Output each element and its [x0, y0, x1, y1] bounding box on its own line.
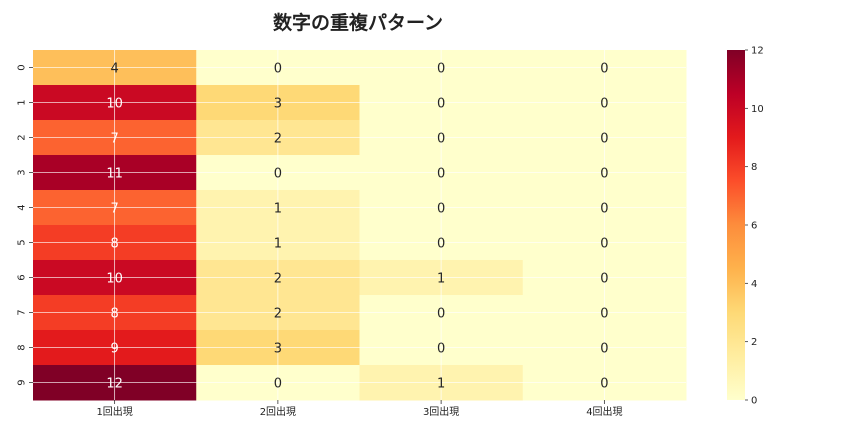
x-tick-label: 1回出現: [96, 405, 132, 418]
y-tick-label: 7: [17, 309, 28, 315]
colorbar-tick-label: 12: [751, 46, 764, 57]
grid-lines: [33, 50, 686, 400]
cell-value-label: 0: [437, 307, 445, 322]
cell-value-label: 1: [437, 377, 445, 392]
cell-value-label: 0: [600, 202, 608, 217]
y-tick-label: 3: [17, 169, 28, 175]
colorbar-tick-label: 8: [751, 162, 757, 173]
colorbar: 0 2 4 6 8 10 12: [727, 46, 764, 407]
y-tick-label: 4: [17, 204, 28, 210]
cell-value-label: 0: [274, 377, 282, 392]
colorbar-tick-label: 6: [751, 221, 757, 232]
cell-value-label: 1: [274, 237, 282, 252]
cell-value-label: 10: [106, 272, 123, 287]
colorbar-tick-label: 2: [751, 337, 757, 348]
cell-value-label: 0: [600, 377, 608, 392]
cell-value-label: 0: [274, 167, 282, 182]
cell-value-label: 0: [274, 62, 282, 77]
cell-value-label: 7: [110, 132, 118, 147]
y-tick-label: 0: [17, 64, 28, 70]
cell-value-label: 1: [437, 272, 445, 287]
cell-value-label: 10: [106, 97, 123, 112]
x-tick-label: 2回出現: [260, 405, 296, 418]
cell-value-label: 3: [274, 97, 282, 112]
x-axis: 1回出現 2回出現 3回出現 4回出現: [96, 400, 623, 418]
colorbar-gradient: [727, 50, 745, 400]
cell-value-label: 1: [274, 202, 282, 217]
cell-value-label: 11: [106, 167, 123, 182]
y-tick-label: 1: [17, 99, 28, 105]
cell-value-label: 0: [437, 237, 445, 252]
cell-value-label: 2: [274, 272, 282, 287]
cell-value-label: 8: [110, 307, 118, 322]
cell-value-label: 4: [110, 62, 118, 77]
colorbar-tick-label: 4: [751, 279, 757, 290]
cell-value-label: 0: [600, 62, 608, 77]
colorbar-tick-label: 0: [751, 396, 757, 407]
cell-value-label: 0: [600, 237, 608, 252]
x-tick-label: 4回出現: [586, 405, 622, 418]
cell-value-label: 3: [274, 342, 282, 357]
cell-value-label: 8: [110, 237, 118, 252]
cell-value-label: 12: [106, 377, 123, 392]
y-tick-label: 9: [17, 379, 28, 385]
cell-value-label: 9: [110, 342, 118, 357]
y-tick-label: 2: [17, 134, 28, 140]
cell-value-label: 2: [274, 307, 282, 322]
cell-value-label: 0: [600, 342, 608, 357]
y-axis: 0 1 2 3 4 5 6 7 8 9: [17, 64, 33, 386]
cell-value-label: 0: [437, 132, 445, 147]
cell-value-label: 0: [437, 97, 445, 112]
y-tick-label: 6: [17, 274, 28, 280]
cell-value-label: 0: [600, 272, 608, 287]
cell-value-label: 0: [600, 132, 608, 147]
y-tick-label: 5: [17, 239, 28, 245]
cell-value-label: 0: [600, 167, 608, 182]
cell-value-label: 0: [600, 307, 608, 322]
cell-value-label: 0: [437, 62, 445, 77]
x-tick-label: 3回出現: [423, 405, 459, 418]
cell-value-label: 0: [437, 342, 445, 357]
chart-title: 数字の重複パターン: [273, 11, 443, 34]
cell-value-label: 7: [110, 202, 118, 217]
y-tick-label: 8: [17, 344, 28, 350]
colorbar-tick-label: 10: [751, 104, 764, 115]
cell-value-label: 0: [437, 202, 445, 217]
cell-value-label: 0: [437, 167, 445, 182]
cell-labels: 4 0 0 010 3 0 07 2 0 011 0 0 07 1 0 08 1 0 010 2 1 08 2 0 09 3 0 01…: [106, 62, 608, 392]
cell-value-label: 0: [600, 97, 608, 112]
cell-value-label: 2: [274, 132, 282, 147]
